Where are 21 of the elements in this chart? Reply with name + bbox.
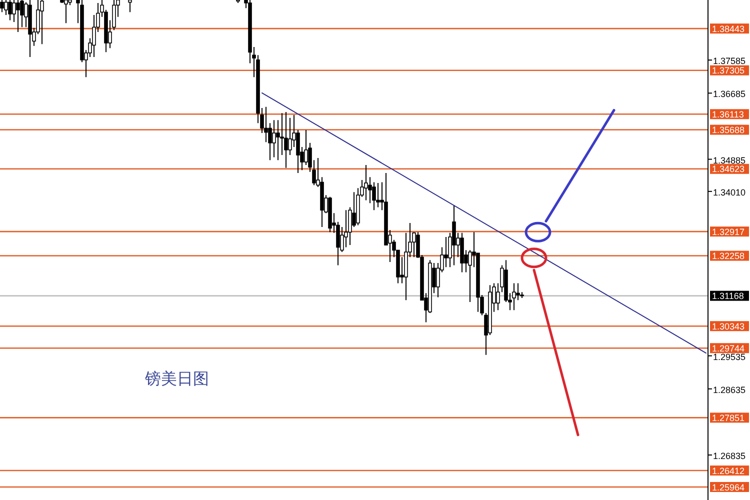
y-tick-label: 1.29535 bbox=[713, 352, 746, 362]
ref-line-label: 1.27851 bbox=[712, 412, 745, 423]
y-tick-label: 1.34010 bbox=[713, 187, 746, 198]
y-tick-label: 1.28635 bbox=[713, 384, 746, 395]
ref-line-label: 1.26412 bbox=[712, 466, 745, 476]
y-tick-label: 1.36685 bbox=[713, 89, 746, 100]
y-tick-label: 1.26835 bbox=[713, 450, 746, 461]
ref-line-label: 1.34623 bbox=[712, 164, 745, 174]
y-tick-label: 1.34885 bbox=[713, 155, 746, 166]
ref-line-label: 1.32258 bbox=[712, 251, 745, 262]
ref-line-label: 1.35688 bbox=[712, 125, 745, 136]
ref-line-label: 1.30343 bbox=[712, 321, 745, 332]
ref-line-label: 1.29744 bbox=[712, 343, 745, 354]
text: 镑美日图 bbox=[144, 369, 209, 388]
ref-line-label: 1.25964 bbox=[712, 482, 745, 492]
ref-line-label: 1.37305 bbox=[712, 66, 745, 76]
ref-line-label: 1.36113 bbox=[712, 109, 744, 120]
ref-line-label: 1.32917 bbox=[712, 226, 745, 237]
y-tick-label: 1.37585 bbox=[713, 56, 746, 66]
ref-line-label: 1.31168 bbox=[712, 291, 744, 302]
ref-line-label: 1.38443 bbox=[712, 24, 745, 34]
